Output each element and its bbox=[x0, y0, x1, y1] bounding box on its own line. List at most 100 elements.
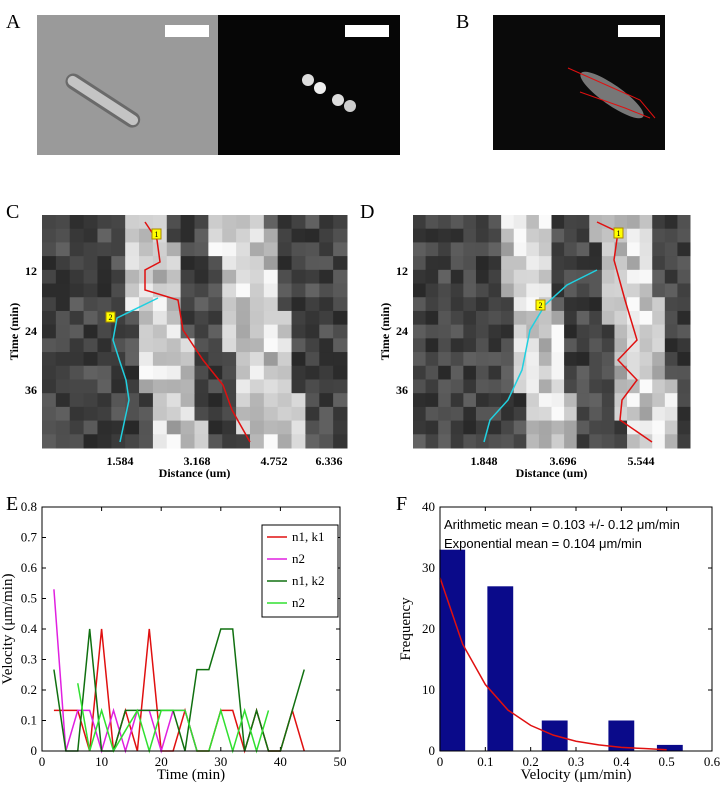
kymo-pixel bbox=[627, 297, 641, 312]
kymo-pixel bbox=[291, 352, 306, 367]
kymo-pixel bbox=[236, 365, 251, 380]
kymo-pixel bbox=[551, 310, 565, 326]
kymo-pixel bbox=[291, 338, 306, 353]
kymo-pixel bbox=[125, 434, 140, 449]
kymo-pixel bbox=[194, 379, 209, 394]
kymo-pixel bbox=[139, 420, 154, 435]
y-axis-label: Frequency bbox=[398, 597, 414, 661]
kymo-pixel bbox=[125, 310, 140, 326]
kymo-pixel bbox=[627, 324, 641, 339]
kymo-pixel bbox=[463, 393, 477, 408]
kymo-pixel bbox=[139, 338, 154, 353]
kymo-pixel bbox=[576, 324, 590, 339]
kymo-pixel bbox=[425, 379, 439, 394]
kymo-pixel bbox=[42, 269, 57, 285]
kymo-pixel bbox=[291, 283, 306, 298]
kymo-pixel bbox=[601, 324, 615, 339]
kymo-pixel bbox=[475, 228, 490, 243]
kymo-pixel bbox=[222, 242, 237, 257]
kymo-pixel bbox=[677, 379, 691, 394]
kymo-pixel bbox=[677, 283, 691, 298]
kymo-pixel bbox=[42, 352, 57, 367]
kymo-pixel bbox=[208, 228, 223, 243]
kymo-pixel bbox=[639, 379, 653, 394]
kymo-pixel bbox=[501, 215, 515, 230]
kymo-pixel bbox=[664, 297, 678, 312]
kymo-pixel bbox=[152, 352, 168, 367]
kymo-pixel bbox=[551, 393, 565, 408]
kymo-pixel bbox=[564, 379, 578, 394]
kymo-pixel bbox=[639, 338, 653, 353]
track bbox=[596, 221, 653, 443]
kymo-pixel bbox=[69, 406, 85, 422]
kymo-pixel bbox=[139, 228, 154, 243]
kymo-pixel bbox=[677, 310, 691, 326]
kymo-pixel bbox=[513, 269, 527, 285]
legend-label: n1, k1 bbox=[292, 529, 325, 544]
kymo-pixel bbox=[42, 228, 57, 243]
kymo-pixel bbox=[413, 283, 427, 298]
kymo-pixel bbox=[450, 297, 464, 312]
kymo-pixel bbox=[222, 228, 237, 243]
y-tick-label: 24 bbox=[25, 324, 37, 338]
kymo-pixel bbox=[208, 269, 223, 285]
kymo-pixel bbox=[194, 420, 209, 435]
kymo-pixel bbox=[83, 434, 98, 449]
kymo-pixel bbox=[652, 215, 666, 230]
kymo-pixel bbox=[463, 365, 477, 380]
kymo-pixel bbox=[222, 379, 237, 394]
kymo-pixel bbox=[652, 256, 666, 271]
kymo-pixel bbox=[305, 283, 320, 298]
kymo-pixel bbox=[463, 379, 477, 394]
kymo-pixel bbox=[664, 420, 678, 435]
kymo-pixel bbox=[526, 215, 540, 230]
kymo-pixel bbox=[83, 269, 98, 285]
marker-label: 1 bbox=[617, 229, 621, 238]
kymo-pixel bbox=[139, 215, 154, 230]
kymo-pixel bbox=[83, 283, 98, 298]
kymo-pixel bbox=[166, 310, 182, 326]
kymo-pixel bbox=[438, 352, 452, 367]
kymo-pixel bbox=[180, 324, 195, 339]
kymo-pixel bbox=[152, 256, 168, 271]
kymo-pixel bbox=[125, 256, 140, 271]
panel-label: E bbox=[6, 493, 18, 515]
kymo-pixel bbox=[589, 297, 603, 312]
kymo-pixel bbox=[97, 338, 112, 353]
line bbox=[77, 683, 270, 754]
kymo-pixel bbox=[564, 393, 578, 408]
kymo-pixel bbox=[614, 283, 628, 298]
kymo-pixel bbox=[166, 215, 182, 230]
kymo-pixel bbox=[333, 420, 348, 435]
kymo-pixel bbox=[83, 310, 98, 326]
kymo-pixel bbox=[538, 406, 552, 422]
kymo-pixel bbox=[564, 242, 578, 257]
kymo-pixel bbox=[42, 297, 57, 312]
kymo-pixel bbox=[236, 215, 251, 230]
cell bbox=[65, 73, 141, 128]
kymo-pixel bbox=[639, 434, 653, 449]
kymo-pixel bbox=[614, 434, 628, 449]
kymo-pixel bbox=[277, 283, 293, 298]
kymo-pixel bbox=[97, 420, 112, 435]
kymo-pixel bbox=[152, 269, 168, 285]
kymo-pixel bbox=[614, 297, 628, 312]
kymo-pixel bbox=[319, 393, 334, 408]
kymo-pixel bbox=[236, 242, 251, 257]
spot bbox=[344, 100, 356, 112]
kymo-pixel bbox=[501, 256, 515, 271]
kymo-pixel bbox=[450, 310, 464, 326]
kymo-pixel bbox=[413, 338, 427, 353]
kymo-pixel bbox=[664, 365, 678, 380]
kymo-pixel bbox=[333, 215, 348, 230]
kymo-pixel bbox=[97, 365, 112, 380]
kymo-pixel bbox=[319, 338, 334, 353]
y-tick-label: 36 bbox=[25, 383, 37, 397]
kymo-pixel bbox=[450, 420, 464, 435]
kymo-pixel bbox=[627, 283, 641, 298]
legend-label: n2 bbox=[292, 551, 305, 566]
kymo-pixel bbox=[319, 256, 334, 271]
kymo-pixel bbox=[263, 406, 279, 422]
kymo-pixel bbox=[614, 420, 628, 435]
kymo-pixel bbox=[463, 434, 477, 449]
